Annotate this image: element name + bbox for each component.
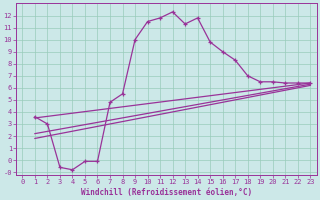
X-axis label: Windchill (Refroidissement éolien,°C): Windchill (Refroidissement éolien,°C) [81,188,252,197]
